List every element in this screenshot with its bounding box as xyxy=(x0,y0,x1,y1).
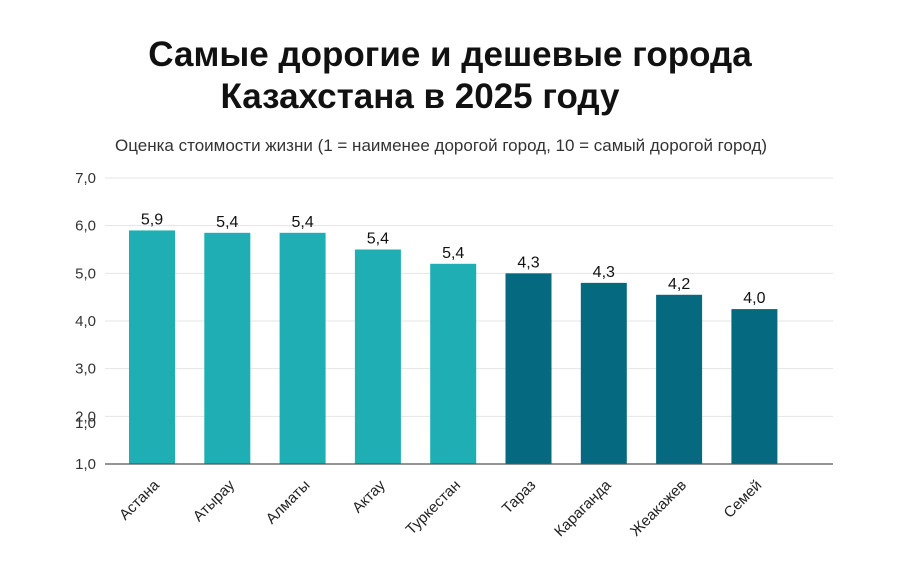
bar xyxy=(505,273,552,464)
x-category-label: Семей xyxy=(721,477,766,522)
x-category-label: Алматы xyxy=(263,477,314,528)
y-tick-label: 7,0 xyxy=(75,170,96,187)
x-category-label: Тараз xyxy=(499,477,540,518)
bar-value-label: 4,3 xyxy=(517,254,539,271)
bar xyxy=(656,294,703,464)
bar xyxy=(129,230,175,464)
bar xyxy=(354,249,401,464)
bar xyxy=(279,232,326,464)
y-tick-label: 5,0 xyxy=(75,265,96,282)
x-category-label: Караганда xyxy=(551,476,615,540)
bar-value-label: 5,4 xyxy=(367,231,389,248)
bar-value-label: 5,4 xyxy=(216,214,238,231)
bar xyxy=(580,282,627,464)
bar-value-label: 5,9 xyxy=(141,211,163,228)
bar xyxy=(204,232,251,464)
bar-value-label: 4,2 xyxy=(668,276,690,293)
chart-title-line-2: Казахстана в 2025 году xyxy=(220,77,620,116)
chart-subtitle: Оценка стоимости жизни (1 = наименее дор… xyxy=(115,136,768,155)
bar-value-label: 4,3 xyxy=(593,264,615,281)
chart-title: Самые дорогие и дешевые города Казахстан… xyxy=(0,34,900,118)
x-category-label: Туркестан xyxy=(403,477,464,538)
x-category-label: Актау xyxy=(349,476,389,516)
y-tick-label: 3,0 xyxy=(75,361,96,378)
chart-title-line-1: Самые дорогие и дешевые города xyxy=(148,35,752,74)
x-category-label: Астана xyxy=(116,476,163,523)
y-tick-label: 2,0 xyxy=(75,408,96,425)
bar-value-label: 5,4 xyxy=(291,214,313,231)
x-category-label: Жеакажев xyxy=(627,477,690,540)
bar xyxy=(430,263,477,464)
y-tick-label: 4,0 xyxy=(75,313,96,330)
bar-value-label: 5,4 xyxy=(442,245,464,262)
y-tick-label: 1,0 xyxy=(75,456,96,473)
bar xyxy=(731,309,778,464)
y-tick-label: 6,0 xyxy=(75,218,96,235)
bar-value-label: 4,0 xyxy=(743,290,765,307)
x-category-label: Атырау xyxy=(190,476,239,525)
y-tick-label: 1,0 xyxy=(75,415,96,432)
